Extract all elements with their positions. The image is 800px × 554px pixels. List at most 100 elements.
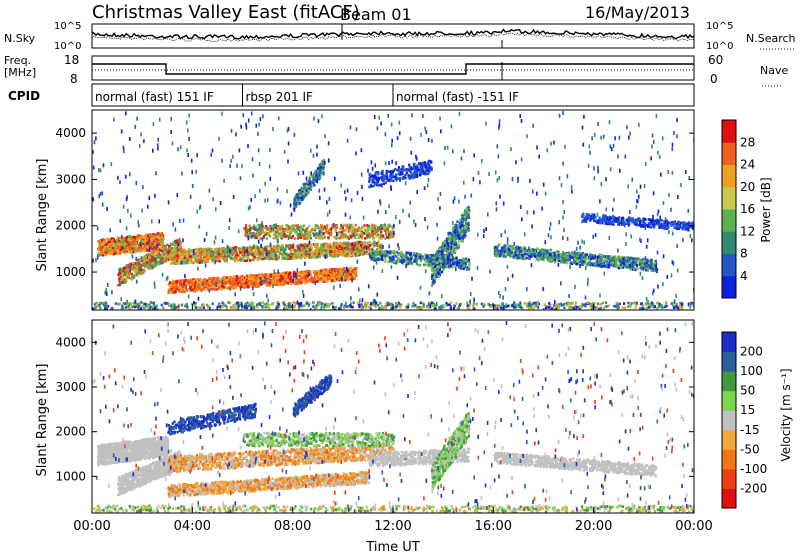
scatter-cell <box>305 244 308 248</box>
scatter-cell <box>351 276 354 280</box>
scatter-cell <box>257 227 261 230</box>
scatter-cell <box>288 273 291 277</box>
scatter-cell <box>281 224 284 228</box>
scatter-cell <box>134 245 137 248</box>
scatter-cell <box>149 261 152 265</box>
scatter-cell <box>130 272 134 276</box>
scatter-cell <box>368 248 371 251</box>
scatter-cell <box>322 246 325 249</box>
scatter-cell <box>355 270 358 273</box>
scatter-cell <box>448 262 451 265</box>
scatter-cell <box>317 247 320 250</box>
scatter-cell <box>243 250 247 254</box>
scatter-cell <box>152 259 155 262</box>
scatter-cell <box>264 248 267 252</box>
scatter-cell <box>319 269 323 273</box>
scatter-cell <box>426 258 429 261</box>
scatter-cell <box>322 232 325 235</box>
scatter-cell <box>326 252 329 255</box>
scatter-cell <box>224 249 227 252</box>
scatter-cell <box>120 278 123 281</box>
scatter-cell <box>189 288 192 292</box>
scatter-cell <box>384 257 387 261</box>
scatter-cell <box>366 226 369 230</box>
scatter-cell <box>248 274 252 277</box>
scatter-cell <box>314 243 318 247</box>
scatter-cell <box>156 256 159 260</box>
scatter-cell <box>149 254 152 257</box>
scatter-cell <box>451 243 454 246</box>
scatter-cell <box>380 245 383 248</box>
scatter-cell <box>308 231 311 234</box>
scatter-cell <box>346 277 349 281</box>
scatter-cell <box>183 261 186 264</box>
scatter-cell <box>252 274 255 277</box>
scatter-cell <box>343 277 346 280</box>
scatter-cell <box>152 262 155 265</box>
scatter-cell <box>324 227 327 231</box>
scatter-cell <box>212 276 215 280</box>
scatter-cell <box>405 253 408 257</box>
scatter-cell <box>308 251 311 254</box>
scatter-cell <box>353 275 356 279</box>
scatter-cell <box>282 250 285 254</box>
scatter-cell <box>315 276 318 280</box>
scatter-cell <box>304 276 307 280</box>
scatter-cell <box>250 247 253 251</box>
scatter-cell <box>350 231 353 235</box>
scatter-cell <box>157 243 160 246</box>
scatter-cell <box>345 272 348 275</box>
scatter-cell <box>272 257 275 261</box>
scatter-cell <box>409 255 412 258</box>
scatter-cell <box>299 281 302 284</box>
scatter-cell <box>334 230 337 233</box>
scatter-cell <box>395 250 398 254</box>
scatter-cell <box>123 248 126 252</box>
scatter-cell <box>97 240 100 244</box>
scatter-cell <box>321 226 324 230</box>
scatter-cell <box>266 232 269 236</box>
scatter-cell <box>146 234 150 238</box>
scatter-cell <box>167 248 170 252</box>
scatter-cell <box>313 255 316 258</box>
scatter-cell <box>198 261 201 264</box>
scatter-cell <box>335 251 338 255</box>
scatter-cell <box>352 277 355 280</box>
scatter-cell <box>304 243 307 246</box>
scatter-cell <box>367 246 370 249</box>
scatter-cell <box>149 267 152 270</box>
scatter-cell <box>167 291 170 294</box>
scatter-cell <box>300 254 304 257</box>
scatter-cell <box>297 244 300 247</box>
scatter-cell <box>298 254 301 258</box>
scatter-cell <box>299 230 302 234</box>
scatter-cell <box>248 231 251 234</box>
scatter-cell <box>352 269 355 273</box>
scatter-cell <box>171 243 174 246</box>
scatter-cell <box>295 278 298 281</box>
scatter-cell <box>160 240 163 243</box>
scatter-cell <box>347 227 351 231</box>
scatter-cell <box>125 239 128 242</box>
scatter-cell <box>358 252 361 255</box>
scatter-cell <box>278 227 282 230</box>
scatter-cell <box>176 258 179 261</box>
scatter-cell <box>244 255 247 259</box>
scatter-cell <box>327 270 330 274</box>
scatter-cell <box>142 242 145 245</box>
scatter-cell <box>201 247 204 251</box>
scatter-cell <box>324 244 327 248</box>
scatter-cell <box>124 271 127 274</box>
scatter-cell <box>150 245 153 249</box>
scatter-cell <box>132 242 135 245</box>
scatter-cell <box>132 261 135 265</box>
scatter-cell <box>170 254 173 258</box>
scatter-cell <box>402 258 405 262</box>
scatter-cell <box>121 277 124 281</box>
scatter-cell <box>371 232 374 235</box>
scatter-cell <box>192 256 195 259</box>
scatter-cell <box>163 257 166 261</box>
scatter-cell <box>191 288 194 292</box>
scatter-cell <box>354 223 357 227</box>
scatter-cell <box>256 224 259 227</box>
